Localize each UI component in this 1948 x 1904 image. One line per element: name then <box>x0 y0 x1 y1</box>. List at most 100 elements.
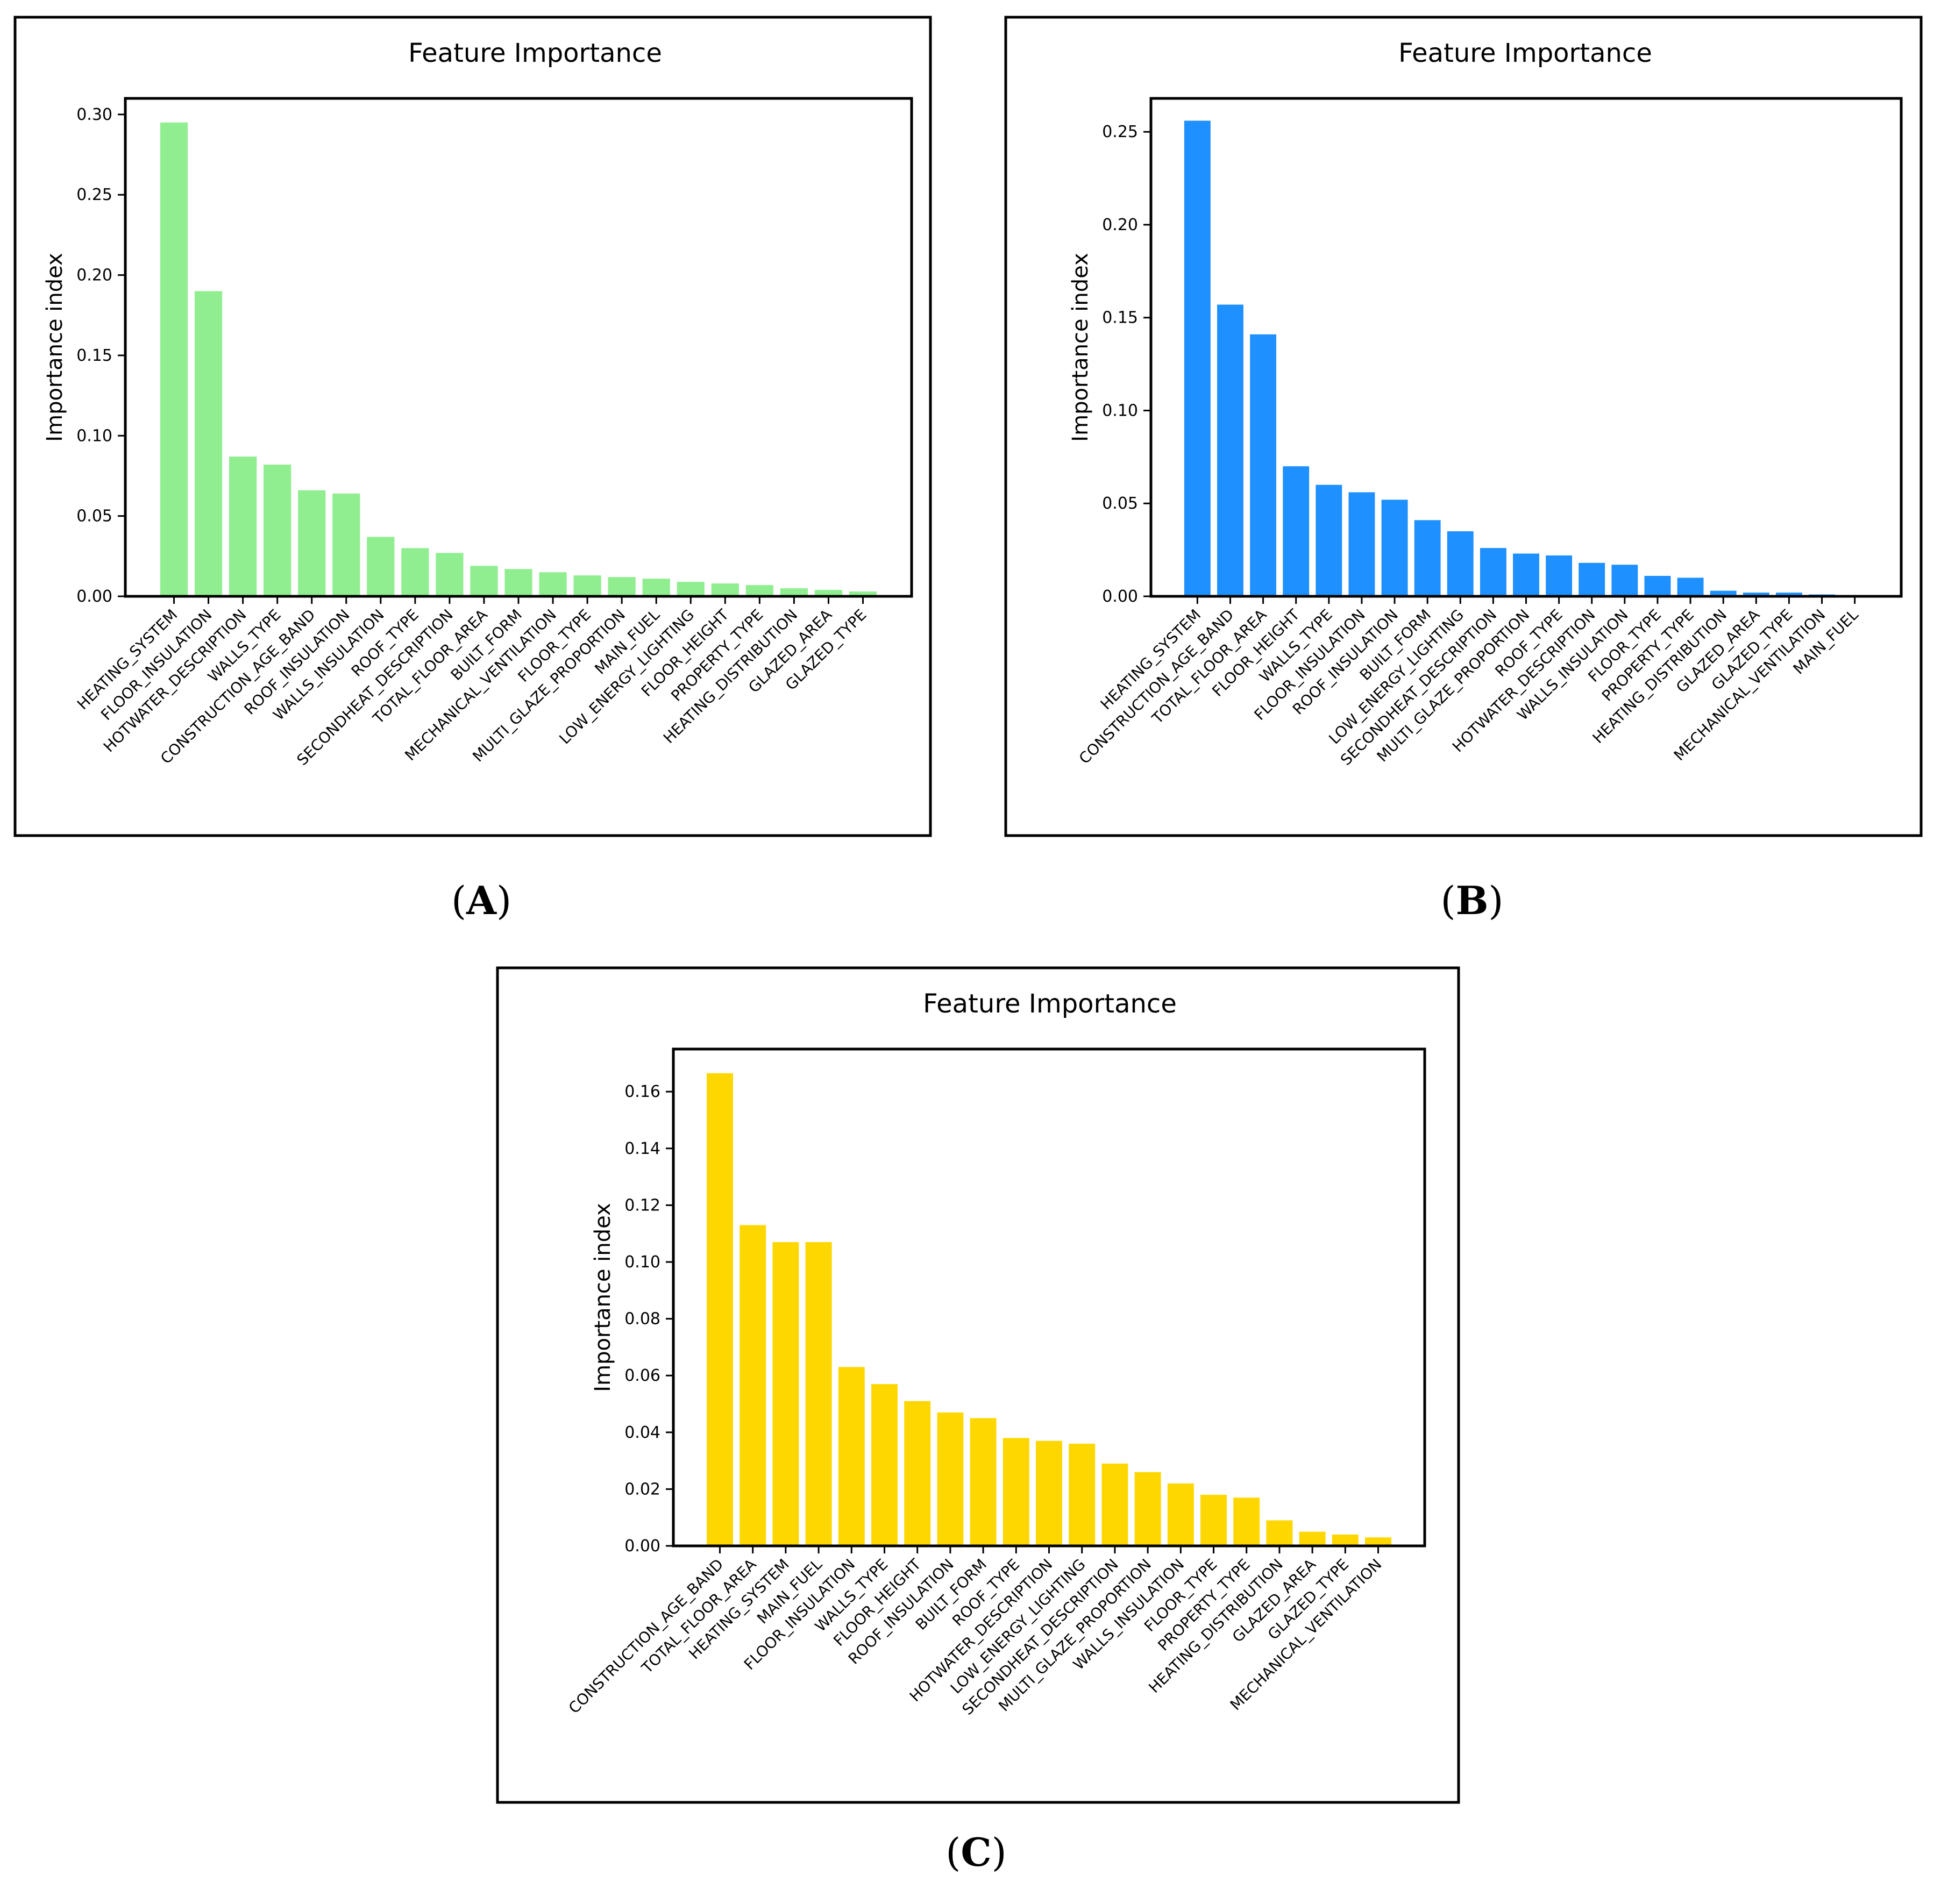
bar-glazed-area <box>814 590 843 596</box>
bar-glazed-area <box>1743 593 1769 596</box>
x-tick-label: HOTWATER_DESCRIPTION <box>100 606 250 756</box>
bar-floor-type <box>1200 1494 1227 1546</box>
y-tick-label: 0.08 <box>624 1310 660 1329</box>
bar-multi-glaze-proportion <box>1134 1472 1161 1546</box>
y-tick-label: 0.12 <box>624 1196 660 1215</box>
bar-walls-type <box>871 1384 898 1546</box>
y-tick-label: 0.15 <box>1102 309 1138 327</box>
bar-walls-insulation <box>367 537 395 596</box>
bar-built-form <box>970 1418 997 1546</box>
bar-low-energy-lighting <box>1447 531 1474 596</box>
bar-total-floor-area <box>740 1225 766 1546</box>
bar-roof-insulation <box>1381 500 1408 596</box>
bar-walls-insulation <box>1167 1483 1194 1546</box>
bar-floor-type <box>1644 575 1671 596</box>
y-tick-label: 0.15 <box>76 346 112 365</box>
y-tick-label: 0.00 <box>624 1537 660 1556</box>
chart-title: Feature Importance <box>1398 38 1652 68</box>
bar-heating-distribution <box>780 588 808 596</box>
bar-floor-height <box>711 583 739 596</box>
panel-frame <box>13 16 932 837</box>
y-axis-label: Importance index <box>591 1203 615 1392</box>
chart-title: Feature Importance <box>408 38 662 68</box>
bar-secondheat-description <box>1480 548 1506 596</box>
bar-glazed-type <box>1332 1534 1359 1546</box>
bar-roof-type <box>1546 555 1573 596</box>
chart-title: Feature Importance <box>923 989 1177 1019</box>
bar-secondheat-description <box>436 553 464 596</box>
y-tick-label: 0.25 <box>1102 123 1138 141</box>
y-axis-label: Importance index <box>42 253 67 441</box>
bar-roof-type <box>1003 1438 1029 1546</box>
bar-heating-distribution <box>1710 590 1737 596</box>
y-tick-label: 0.00 <box>1102 587 1138 606</box>
bar-built-form <box>504 569 532 596</box>
chart-panel-1: Feature Importance Importance index 0.00 0.… <box>13 16 932 837</box>
y-tick-label: 0.04 <box>624 1423 660 1442</box>
bar-multi-glaze-proportion <box>608 577 636 596</box>
bar-floor-type <box>573 575 601 596</box>
y-tick-label: 0.10 <box>1102 401 1138 420</box>
y-tick-label: 0.00 <box>76 587 112 606</box>
bar-glazed-type <box>849 591 877 596</box>
bar-low-energy-lighting <box>1069 1443 1096 1546</box>
bar-walls-insulation <box>1611 565 1638 596</box>
bar-construction-age-band <box>298 490 326 596</box>
bar-hotwater-description <box>229 457 257 596</box>
bar-floor-insulation <box>1348 492 1375 596</box>
bar-total-floor-area <box>1250 334 1277 596</box>
chart-panel-2: Feature Importance Importance index 0.00 0.… <box>1004 16 1923 837</box>
bar-property-type <box>1677 577 1704 596</box>
bar-floor-height <box>1283 466 1310 596</box>
bar-main-fuel <box>805 1242 832 1546</box>
y-tick-label: 0.16 <box>624 1082 660 1101</box>
bar-floor-height <box>904 1401 931 1546</box>
bar-floor-insulation <box>194 291 223 596</box>
panel-frame <box>1004 16 1923 837</box>
bar-glazed-type <box>1775 593 1802 596</box>
bar-mechanical-ventilation <box>1365 1537 1391 1546</box>
panel-caption: (B) <box>1440 878 1503 923</box>
bar-construction-age-band <box>707 1073 733 1546</box>
bar-heating-system <box>160 122 188 596</box>
y-tick-label: 0.10 <box>624 1253 660 1272</box>
bar-roof-insulation <box>937 1412 964 1546</box>
bar-construction-age-band <box>1217 304 1243 596</box>
y-tick-label: 0.20 <box>1102 216 1138 234</box>
bar-property-type <box>1233 1497 1260 1546</box>
y-tick-label: 0.30 <box>76 105 112 124</box>
panel-frame <box>496 966 1460 1804</box>
bar-glazed-area <box>1299 1531 1326 1546</box>
y-axis-label: Importance index <box>1068 253 1093 441</box>
panel-caption: (C) <box>945 1829 1007 1875</box>
bar-roof-type <box>401 548 429 596</box>
plot-area <box>672 1047 1426 1548</box>
bar-multi-glaze-proportion <box>1513 553 1539 596</box>
y-tick-label: 0.06 <box>624 1366 660 1385</box>
plot-area <box>1149 97 1903 598</box>
bar-walls-type <box>264 465 292 596</box>
bar-secondheat-description <box>1101 1463 1128 1546</box>
bar-heating-distribution <box>1266 1520 1293 1546</box>
bar-mechanical-ventilation <box>539 572 567 596</box>
bar-heating-system <box>1184 120 1211 596</box>
bar-main-fuel <box>642 579 670 596</box>
y-tick-label: 0.25 <box>76 186 112 204</box>
y-tick-label: 0.05 <box>1102 494 1138 513</box>
y-tick-label: 0.14 <box>624 1139 660 1158</box>
bar-heating-system <box>772 1242 799 1546</box>
y-tick-label: 0.05 <box>76 507 112 526</box>
bar-hotwater-description <box>1579 562 1605 596</box>
y-tick-label: 0.10 <box>76 426 112 445</box>
y-tick-label: 0.02 <box>624 1480 660 1499</box>
bar-hotwater-description <box>1036 1441 1062 1546</box>
bar-walls-type <box>1316 484 1342 596</box>
bar-total-floor-area <box>470 566 498 596</box>
panel-caption: (A) <box>451 878 511 923</box>
bar-low-energy-lighting <box>677 582 705 596</box>
bar-property-type <box>745 585 773 596</box>
bar-roof-insulation <box>332 493 360 596</box>
plot-area <box>124 97 913 598</box>
bar-floor-insulation <box>838 1367 865 1546</box>
